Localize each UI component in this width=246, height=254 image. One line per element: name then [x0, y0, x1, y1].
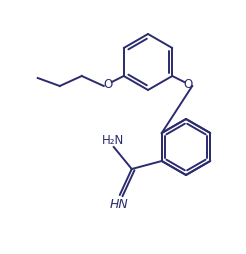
Text: O: O	[103, 77, 112, 90]
Text: O: O	[184, 77, 193, 90]
Text: H₂N: H₂N	[102, 134, 124, 147]
Text: HN: HN	[109, 198, 128, 211]
